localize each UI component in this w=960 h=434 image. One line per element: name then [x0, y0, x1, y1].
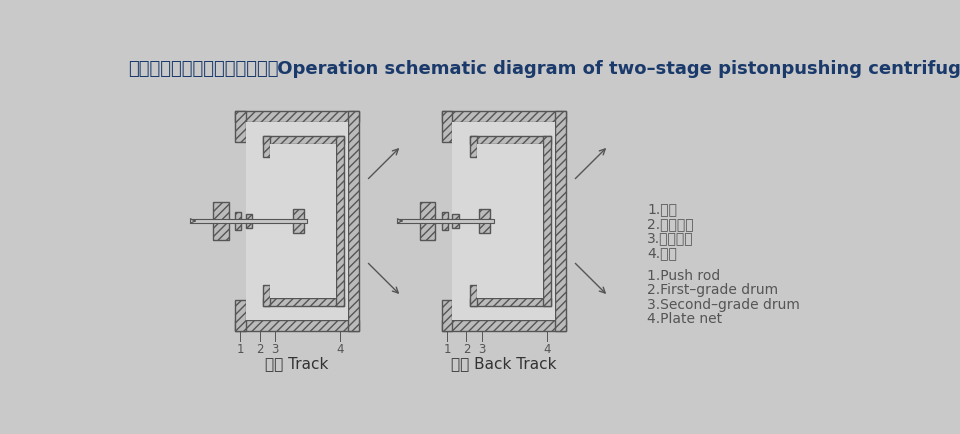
Bar	[263, 137, 271, 158]
Bar	[234, 320, 359, 331]
Bar	[543, 137, 551, 306]
Text: 4: 4	[336, 342, 344, 355]
Text: 进程 Track: 进程 Track	[265, 355, 328, 371]
Text: 1.推杆: 1.推杆	[647, 202, 677, 216]
Text: 2.一级转鼓: 2.一级转鼓	[647, 217, 694, 230]
Bar	[452, 214, 459, 228]
Bar	[294, 209, 304, 234]
Bar	[442, 212, 447, 231]
Text: 1: 1	[444, 342, 451, 355]
Bar	[469, 137, 477, 158]
Bar	[246, 123, 348, 320]
Bar	[190, 220, 306, 224]
Bar	[234, 300, 246, 331]
Text: 3.二级转鼓: 3.二级转鼓	[647, 231, 694, 245]
Bar	[442, 300, 452, 331]
Bar	[452, 123, 555, 320]
Bar	[263, 299, 344, 306]
Bar	[348, 112, 359, 331]
Text: 2: 2	[463, 342, 470, 355]
Text: 4.板网: 4.板网	[647, 246, 677, 260]
Text: 1.Push rod: 1.Push rod	[647, 268, 720, 282]
Text: 1: 1	[236, 342, 244, 355]
Bar	[479, 209, 490, 234]
Bar	[336, 137, 344, 306]
Bar	[469, 137, 551, 144]
Text: 返程 Back Track: 返程 Back Track	[451, 355, 557, 371]
Bar	[469, 285, 477, 306]
Bar	[477, 144, 543, 299]
Text: 2.First–grade drum: 2.First–grade drum	[647, 283, 779, 296]
Bar	[234, 112, 359, 123]
Bar	[271, 144, 336, 299]
Text: 3: 3	[478, 342, 486, 355]
Bar	[396, 220, 493, 224]
Bar	[442, 112, 565, 123]
Bar	[213, 202, 228, 241]
Text: 4.Plate net: 4.Plate net	[647, 312, 722, 326]
Bar	[234, 212, 241, 231]
Text: 3.Second–grade drum: 3.Second–grade drum	[647, 297, 800, 311]
Text: 3: 3	[272, 342, 278, 355]
Text: Operation schematic diagram of two–stage pistonpushing centrifuge: Operation schematic diagram of two–stage…	[271, 60, 960, 78]
Text: 2: 2	[255, 342, 263, 355]
Bar	[246, 214, 252, 228]
Text: 4: 4	[543, 342, 551, 355]
Bar	[234, 112, 246, 143]
Bar	[263, 137, 344, 144]
Bar	[442, 112, 452, 143]
Bar	[263, 285, 271, 306]
Bar	[555, 112, 565, 331]
Text: 双级活塞推料离心机工作示意图: 双级活塞推料离心机工作示意图	[128, 60, 278, 78]
Bar	[469, 299, 551, 306]
Bar	[420, 202, 436, 241]
Bar	[442, 320, 565, 331]
